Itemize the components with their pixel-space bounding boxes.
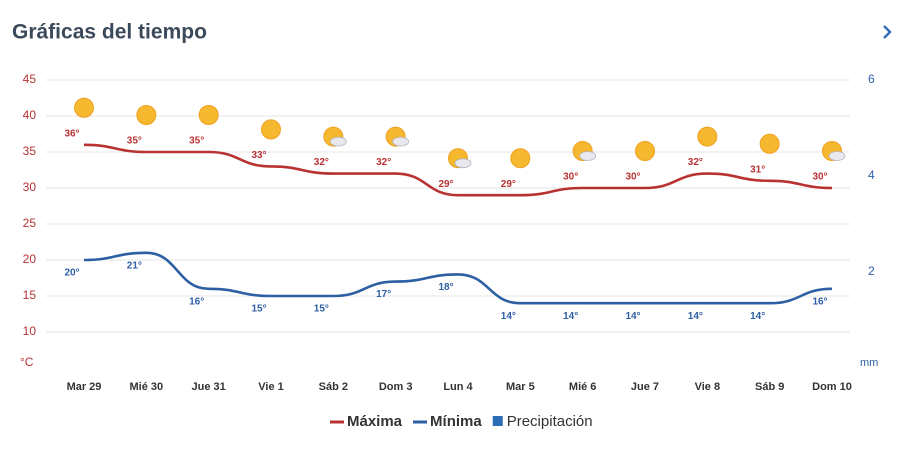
sun [261,119,281,140]
legend-item: Precipitación [492,413,593,430]
data-label: 16° [812,296,827,307]
y-tick-label: 25 [23,216,37,230]
x-tick-label: Dom 10 [812,381,852,393]
x-tick-label: Mar 29 [67,381,102,393]
data-label: 35° [189,136,204,147]
sun [510,148,531,169]
data-label: 14° [501,311,516,322]
y-tick-label: 15 [23,288,37,302]
x-tick-label: Vie 8 [695,381,721,393]
chart-title: Gráficas del tiempo [12,21,207,44]
data-label: 18° [438,282,453,293]
data-label: 32° [376,157,391,168]
sun [697,126,718,147]
x-tick-label: Sáb 2 [319,381,348,393]
x-tick-label: Dom 3 [379,381,413,393]
weather-icon [448,148,472,169]
data-label: 35° [127,136,142,147]
cloud [392,136,410,147]
cloud [329,136,347,147]
weather-icon [323,126,347,147]
y-tick-label: 10 [23,324,37,338]
cloud [579,151,597,161]
sun [198,105,219,125]
x-tick-label: Jue 7 [631,381,659,393]
data-label: 30° [812,172,827,183]
y-tick-label: 30 [23,180,37,194]
data-label: 14° [563,311,578,322]
data-label: 29° [501,179,516,190]
weather-icon [261,119,281,140]
data-label: 32° [688,157,703,168]
data-label: 29° [438,179,453,190]
cloud [454,158,472,169]
weather-icon [385,126,410,147]
y-tick-label: 20 [23,252,37,266]
data-label: 31° [750,164,765,175]
x-tick-label: Mié 30 [130,381,164,393]
series-line [83,251,833,305]
data-label: 14° [625,311,640,322]
next-chevron[interactable] [883,25,892,39]
data-label: 15° [314,304,329,315]
y-tick-label: 45 [23,72,37,86]
sun [635,141,655,161]
data-label: 30° [625,172,640,183]
legend-label: Máxima [347,413,403,430]
legend-item: Máxima [330,413,403,430]
weather-icon [198,105,219,125]
sun [759,133,780,154]
y2-tick-label: 6 [868,72,875,86]
data-label: 17° [376,289,391,300]
sun [136,105,157,125]
x-tick-label: Sáb 9 [755,381,784,393]
legend-swatch [492,416,503,426]
y2-tick-label: 2 [868,264,875,278]
y2-tick-label: 4 [868,168,875,182]
weather-icon [510,148,531,169]
y-tick-label: 35 [23,144,37,158]
legend-label: Mínima [430,413,482,430]
weather-icon [136,105,157,125]
data-label: 20° [64,268,79,279]
data-label: 14° [750,311,765,322]
weather-icon [635,141,655,161]
legend-item: Mínima [413,413,482,430]
cloud [828,151,846,161]
y-axis-label: °C [20,355,34,369]
data-label: 33° [251,150,266,161]
data-label: 21° [127,260,142,271]
x-tick-label: Jue 31 [192,381,226,393]
data-label: 15° [251,304,266,315]
weather-icon [822,141,846,161]
weather-icon [697,126,718,147]
weather-icon [74,97,94,118]
data-label: 30° [563,172,578,183]
weather-icon [759,133,780,154]
data-label: 36° [64,128,79,139]
series-line [83,143,833,197]
sun [74,97,94,118]
data-label: 14° [688,311,703,322]
data-label: 32° [314,157,329,168]
data-label: 16° [189,296,204,307]
legend-label: Precipitación [507,413,593,430]
x-tick-label: Vie 1 [258,381,284,393]
x-tick-label: Lun 4 [443,381,473,393]
y-tick-label: 40 [23,108,37,122]
x-tick-label: Mié 6 [569,381,597,393]
y2-axis-label: mm [860,357,878,369]
weather-icon [572,141,597,161]
x-tick-label: Mar 5 [506,381,535,393]
